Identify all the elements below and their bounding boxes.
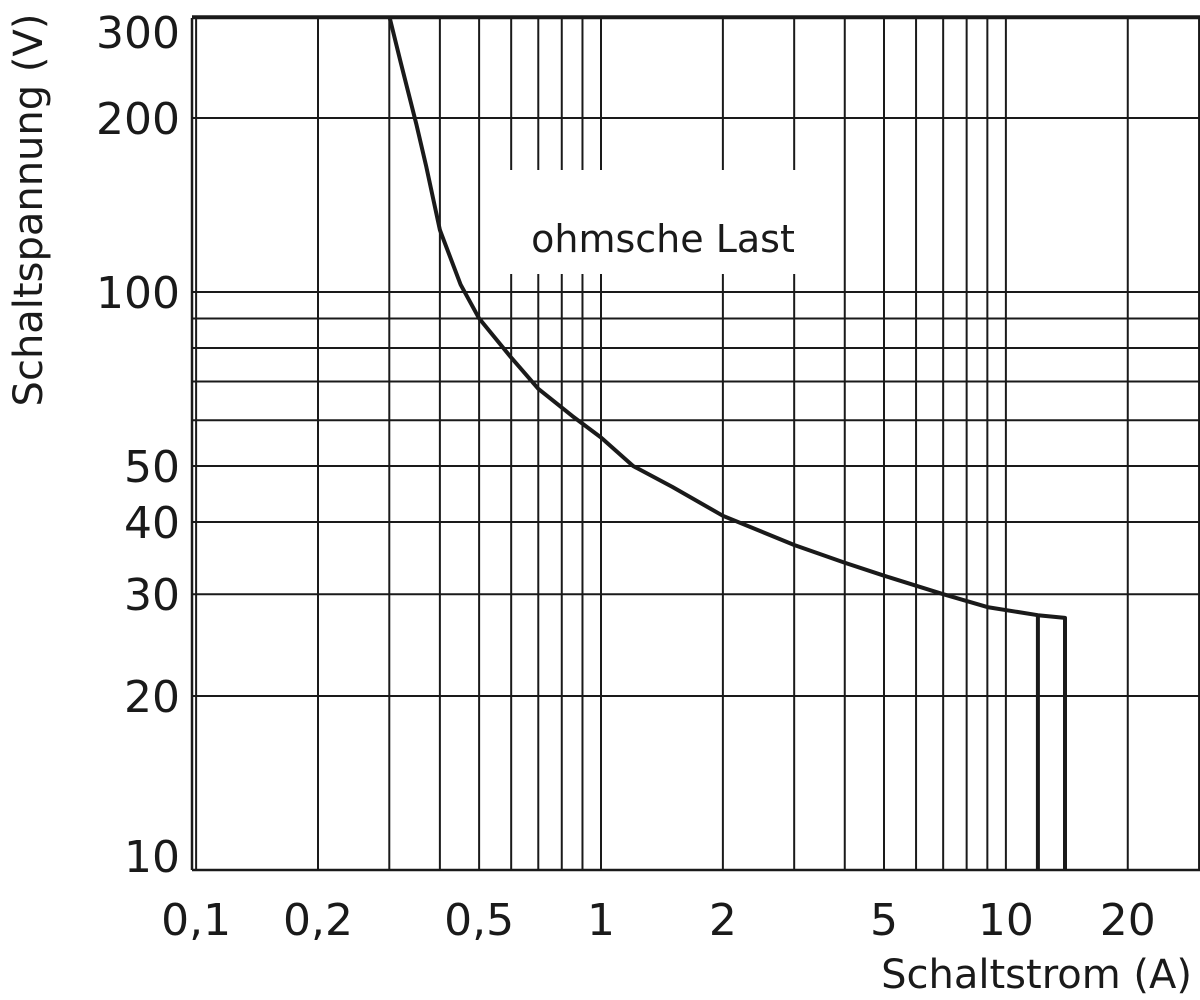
x-tick-label: 2 xyxy=(709,895,737,946)
grid xyxy=(190,15,1200,872)
annotation-ohmsche-last: ohmsche Last xyxy=(531,217,795,261)
y-tick-label: 200 xyxy=(96,94,180,145)
x-tick-labels: 0,1 0,2 0,5 1 2 5 10 20 xyxy=(161,895,1156,946)
y-tick-label: 40 xyxy=(124,498,180,549)
y-tick-label: 100 xyxy=(96,268,180,319)
y-tick-label: 10 xyxy=(124,832,180,883)
x-tick-label: 0,5 xyxy=(444,895,514,946)
x-tick-label: 0,1 xyxy=(161,895,231,946)
x-tick-label: 5 xyxy=(870,895,898,946)
x-tick-label: 20 xyxy=(1100,895,1156,946)
series-line-1 xyxy=(387,15,1067,870)
y-axis-title: Schaltspannung (V) xyxy=(6,14,52,407)
x-tick-label: 10 xyxy=(978,895,1034,946)
series-layer xyxy=(387,15,1067,870)
y-tick-label: 30 xyxy=(124,570,180,621)
annotation-background xyxy=(500,170,830,274)
y-tick-label: 300 xyxy=(96,8,180,59)
x-tick-label: 0,2 xyxy=(283,895,353,946)
x-axis-title: Schaltstrom (A) xyxy=(881,952,1192,998)
x-tick-label: 1 xyxy=(587,895,615,946)
y-tick-label: 20 xyxy=(124,672,180,723)
y-tick-label: 50 xyxy=(124,442,180,493)
